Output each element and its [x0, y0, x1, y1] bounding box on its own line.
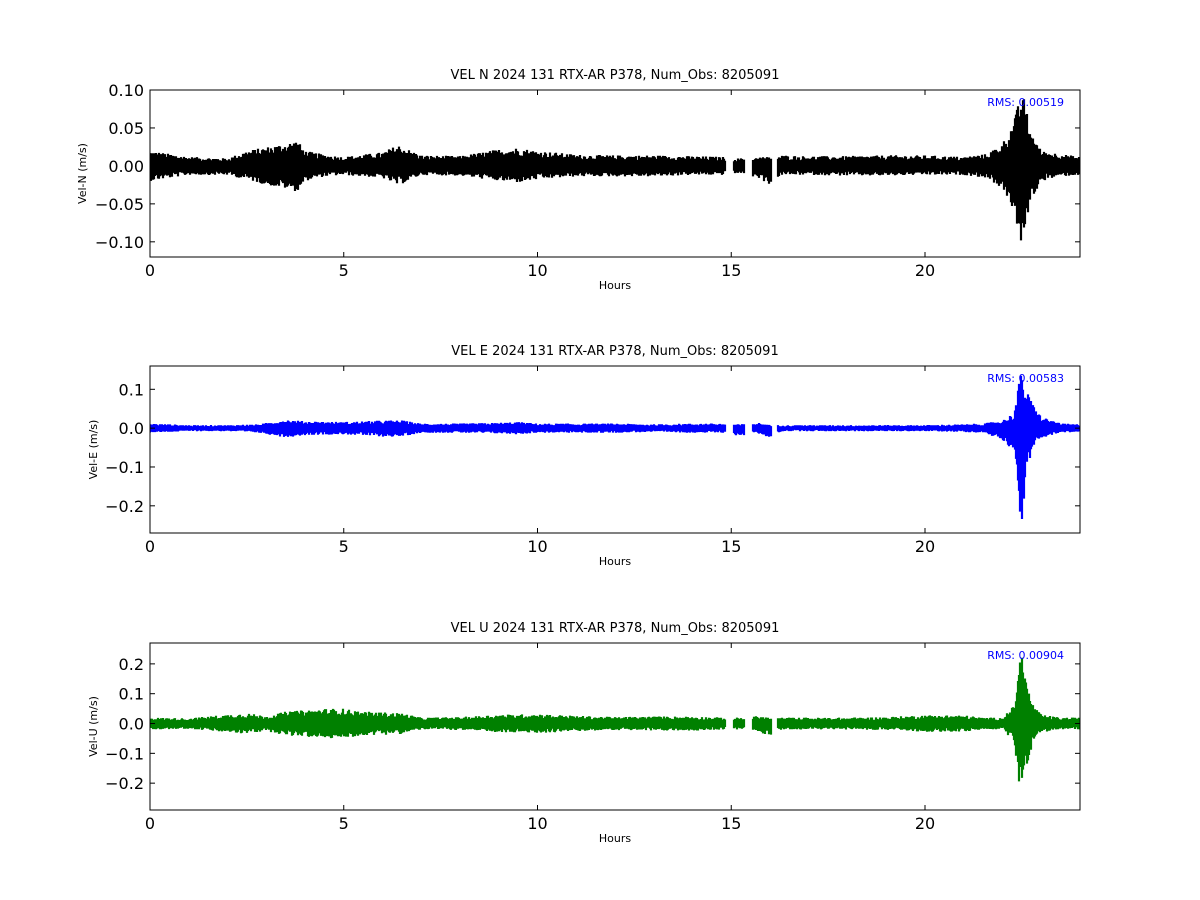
- panel-north-ytick-label: 0.00: [108, 157, 144, 176]
- panels: VEL N 2024 131 RTX-AR P378, Num_Obs: 820…: [76, 68, 1081, 845]
- panel-east-title: VEL E 2024 131 RTX-AR P378, Num_Obs: 820…: [451, 344, 778, 359]
- panel-east-ylabel: Vel-E (m/s): [87, 420, 100, 480]
- panel-north: VEL N 2024 131 RTX-AR P378, Num_Obs: 820…: [76, 68, 1081, 292]
- panel-up-xlabel: Hours: [599, 832, 631, 845]
- panel-up-frame: [149, 642, 1081, 811]
- panel-north-xtick-label: 5: [339, 261, 349, 280]
- panel-north-ytick-label: 0.10: [108, 81, 144, 100]
- panel-east-rms-annotation: RMS: 0.00583: [987, 372, 1064, 385]
- panel-east-trace: [150, 375, 1080, 519]
- panel-up-xtick-label: 15: [721, 814, 741, 833]
- panel-north-xtick-label: 0: [145, 261, 155, 280]
- panel-east-xtick-label: 5: [339, 537, 349, 556]
- panel-up-ytick-label: −0.1: [105, 744, 144, 763]
- panel-east-xtick-label: 20: [915, 537, 935, 556]
- panel-east-ytick-label: −0.2: [105, 497, 144, 516]
- panel-up-ytick-label: 0.2: [119, 655, 144, 674]
- panel-north-xtick-label: 10: [527, 261, 547, 280]
- panel-north-xlabel: Hours: [599, 279, 631, 292]
- panel-east-xtick-label: 15: [721, 537, 741, 556]
- panel-north-ytick-label: 0.05: [108, 119, 144, 138]
- panel-east-frame: [149, 365, 1081, 534]
- panel-north-ylabel: Vel-N (m/s): [76, 143, 89, 204]
- panel-north-ytick-label: −0.10: [95, 233, 144, 252]
- panel-east-ytick-label: −0.1: [105, 458, 144, 477]
- panel-east: VEL E 2024 131 RTX-AR P378, Num_Obs: 820…: [87, 344, 1081, 568]
- panel-north-title: VEL N 2024 131 RTX-AR P378, Num_Obs: 820…: [451, 68, 780, 83]
- panel-north-trace: [150, 99, 1080, 241]
- panel-up-xtick-label: 20: [915, 814, 935, 833]
- panel-north-xtick-label: 15: [721, 261, 741, 280]
- panel-up-ylabel: Vel-U (m/s): [87, 696, 100, 757]
- panel-north-rms-annotation: RMS: 0.00519: [987, 96, 1064, 109]
- panel-up-rms-annotation: RMS: 0.00904: [987, 649, 1064, 662]
- panel-east-ytick-label: 0.0: [119, 419, 144, 438]
- panel-up: VEL U 2024 131 RTX-AR P378, Num_Obs: 820…: [87, 621, 1081, 845]
- panel-east-xtick-label: 10: [527, 537, 547, 556]
- panel-up-trace: [150, 657, 1080, 782]
- panel-east-xtick-label: 0: [145, 537, 155, 556]
- panel-up-ytick-label: 0.1: [119, 685, 144, 704]
- panel-north-frame: [149, 89, 1081, 258]
- panel-up-title: VEL U 2024 131 RTX-AR P378, Num_Obs: 820…: [451, 621, 780, 636]
- panel-north-ytick-label: −0.05: [95, 195, 144, 214]
- panel-up-xtick-label: 10: [527, 814, 547, 833]
- panel-up-xtick-label: 5: [339, 814, 349, 833]
- panel-up-xtick-label: 0: [145, 814, 155, 833]
- panel-north-xtick-label: 20: [915, 261, 935, 280]
- panel-up-ytick-label: 0.0: [119, 715, 144, 734]
- panel-east-xlabel: Hours: [599, 555, 631, 568]
- panel-up-ytick-label: −0.2: [105, 774, 144, 793]
- panel-east-ytick-label: 0.1: [119, 380, 144, 399]
